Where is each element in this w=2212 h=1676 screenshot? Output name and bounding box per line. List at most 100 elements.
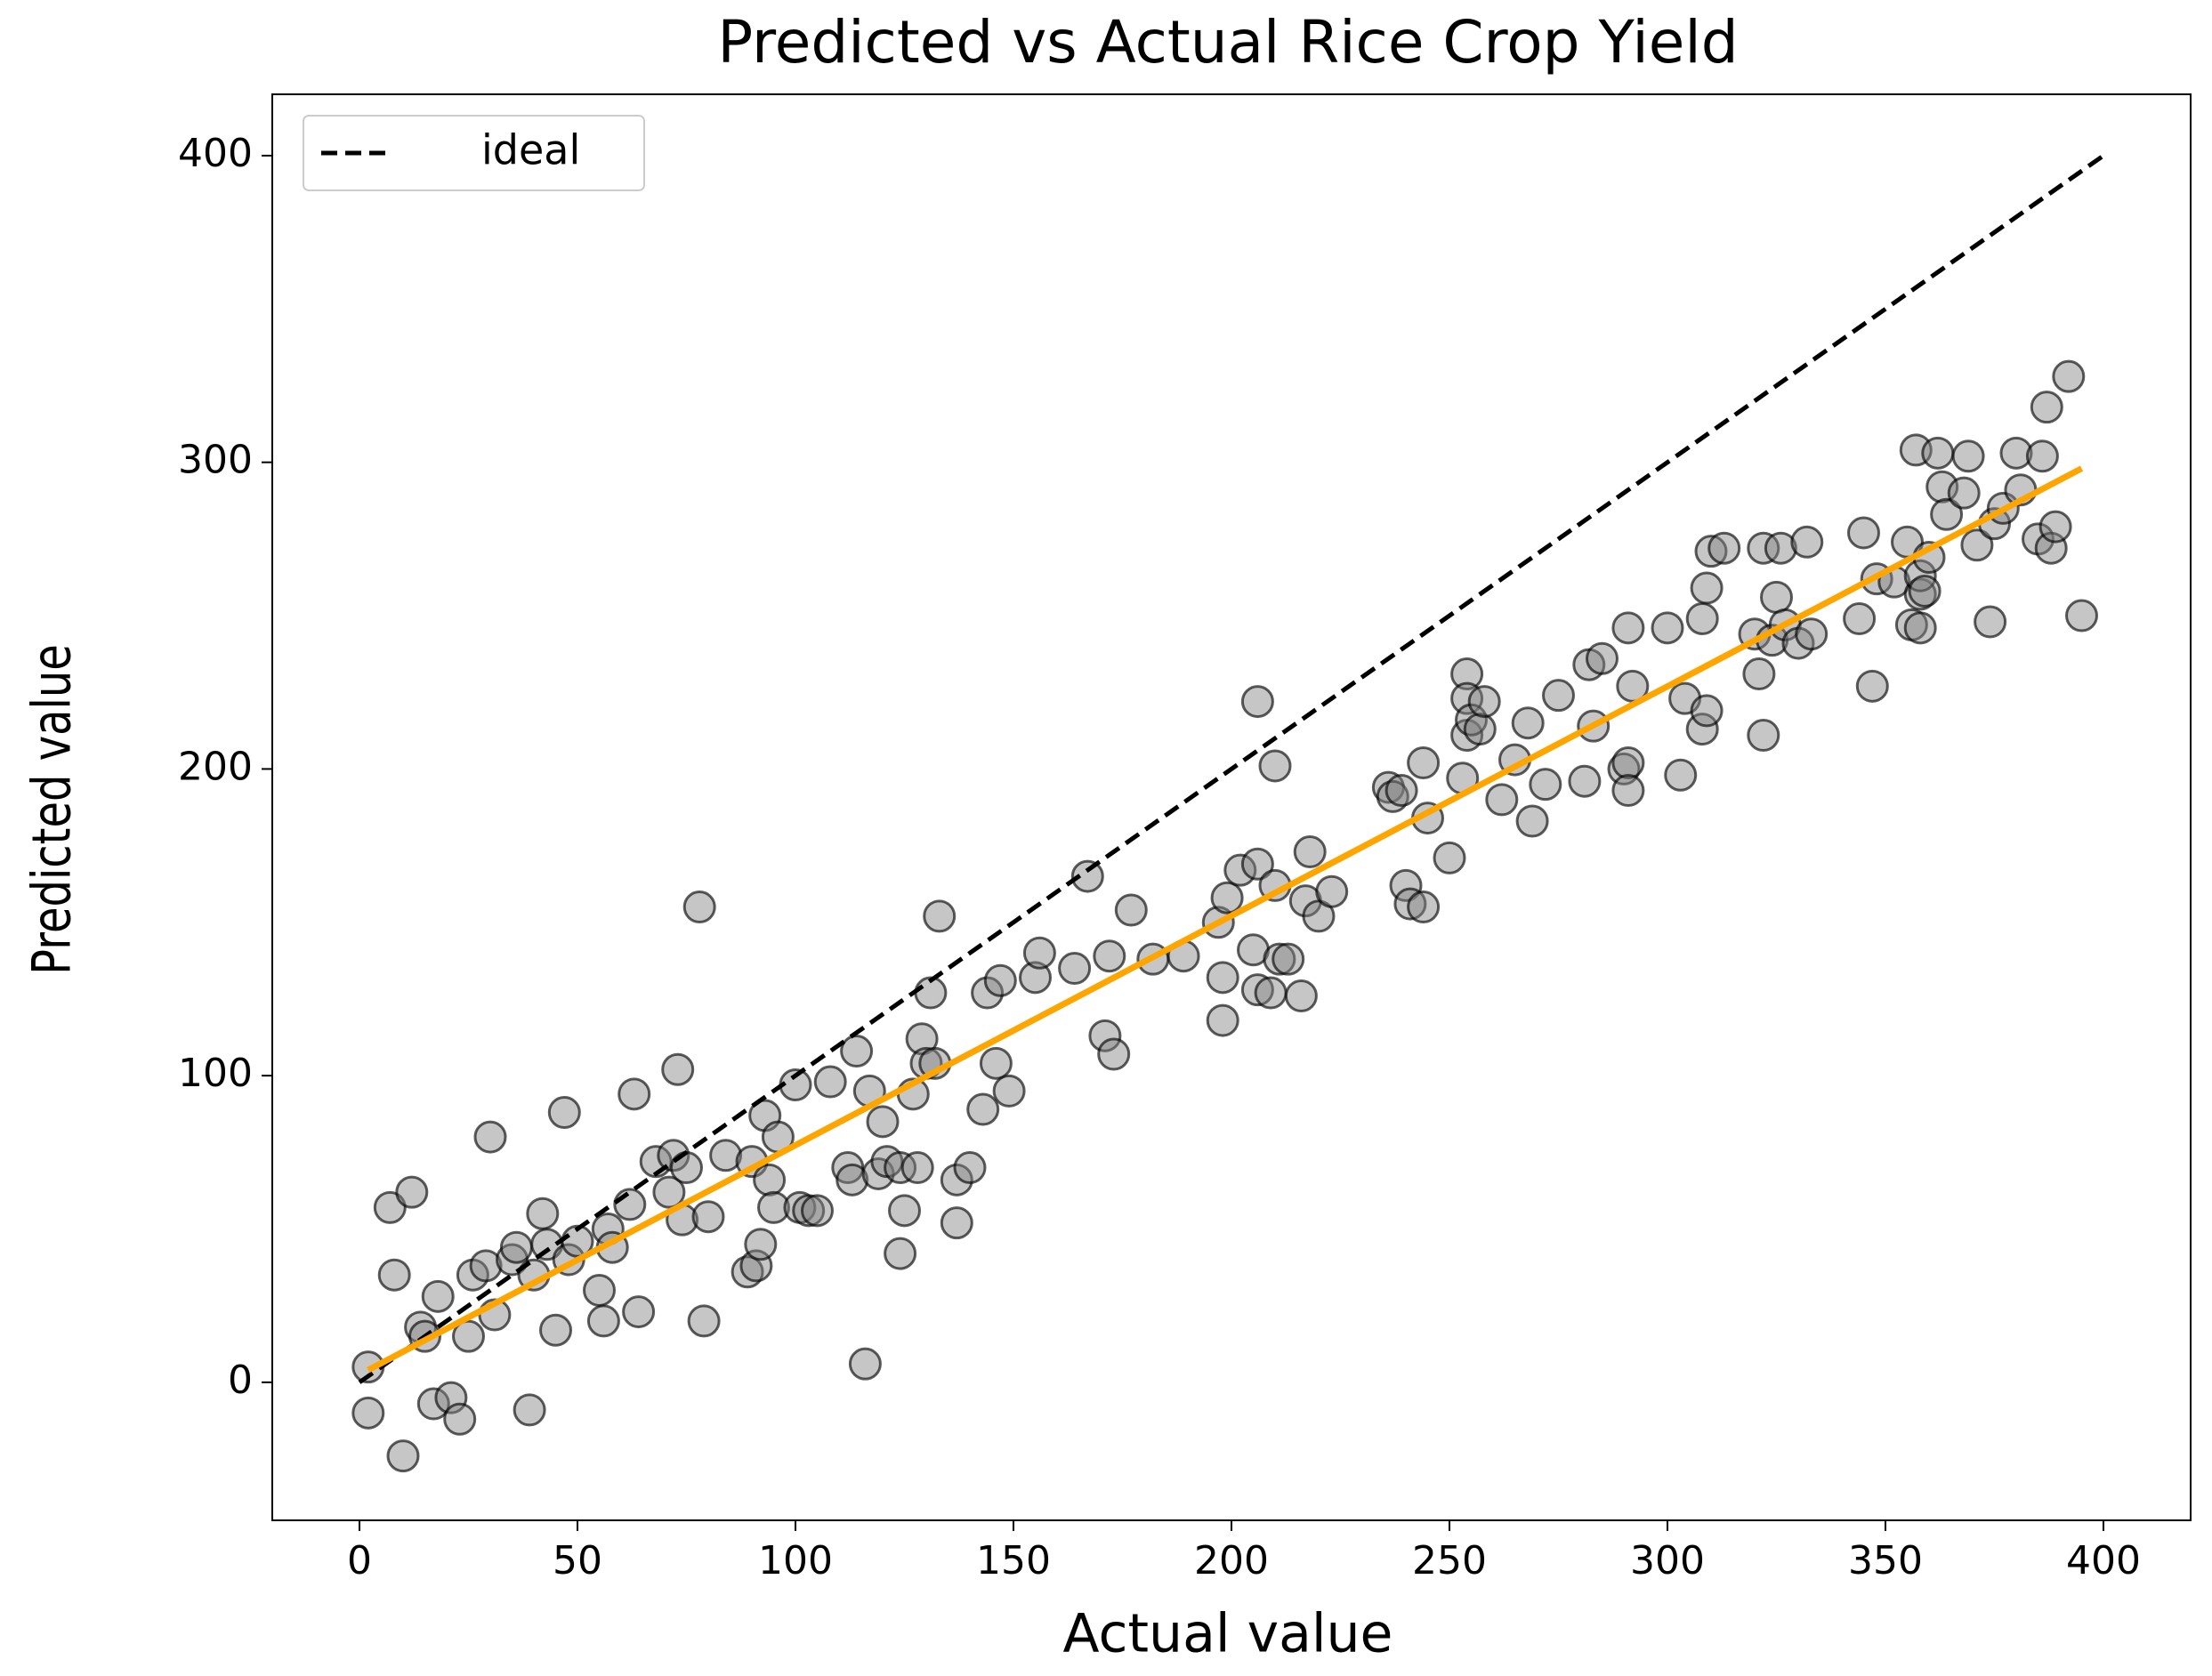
y-tick-label: 400 (178, 131, 253, 176)
scatter-point (469, 1249, 503, 1283)
scatter-point (1463, 713, 1497, 746)
scatter-point (1694, 535, 1728, 568)
scatter-point (1393, 887, 1427, 921)
scatter-point (1223, 853, 1257, 887)
scatter-point (1315, 874, 1349, 908)
scatter-point (1293, 834, 1327, 868)
scatter-point (1795, 617, 1829, 651)
scatter-point (2065, 599, 2098, 633)
scatter-point (657, 1139, 690, 1172)
scatter-point (1093, 939, 1126, 973)
scatter-point (836, 1163, 869, 1197)
scatter-point (1847, 516, 1880, 550)
scatter-point (1450, 657, 1484, 691)
scatter-point (421, 1279, 455, 1313)
scatter-point (526, 1197, 560, 1230)
y-tick-label: 200 (178, 744, 253, 789)
scatter-point (682, 890, 716, 924)
scatter-point (1568, 764, 1602, 798)
scatter-point (622, 1295, 656, 1329)
scatter-point (848, 1347, 882, 1381)
scatter-point (801, 1194, 834, 1228)
scatter-point (1908, 574, 1942, 608)
scatter-point (1960, 528, 1994, 562)
scatter-point (1210, 881, 1244, 915)
scatter-point (953, 1151, 987, 1185)
scatter-point (1999, 436, 2033, 470)
scatter-point (586, 1304, 620, 1338)
x-tick-label: 150 (976, 1538, 1051, 1583)
scatter-point (1254, 976, 1288, 1010)
scatter-point (1651, 611, 1684, 645)
scatter-point (395, 1175, 429, 1209)
scatter-point (888, 1194, 921, 1228)
scatter-point (1747, 531, 1780, 565)
scatter-point (753, 1163, 787, 1197)
scatter-point (547, 1096, 581, 1130)
scatter-point (744, 1228, 778, 1261)
x-tick-label: 400 (2066, 1538, 2141, 1583)
scatter-point (1529, 768, 1562, 802)
scatter-point (351, 1396, 385, 1430)
scatter-point (900, 1151, 934, 1185)
scatter-point (1019, 961, 1052, 995)
scatter-point (1485, 783, 1519, 817)
plot-frame (271, 93, 2192, 1521)
x-tick-label: 300 (1630, 1538, 1705, 1583)
x-tick-label: 50 (553, 1538, 602, 1583)
scatter-point (983, 963, 1017, 997)
scatter-point (1088, 1019, 1122, 1052)
scatter-point (1058, 951, 1092, 985)
scatter-point (687, 1304, 721, 1338)
legend-label: ideal (481, 126, 580, 174)
scatter-point (1843, 601, 1877, 635)
scatter-point (940, 1206, 973, 1240)
scatter-point (1921, 436, 1955, 470)
scatter-point (1240, 973, 1274, 1007)
scatter-point (1764, 531, 1797, 565)
scatter-point (1947, 476, 1981, 510)
scatter-point (1760, 580, 1793, 614)
scatter-point (613, 1188, 647, 1221)
scatter-point (1690, 571, 1724, 605)
scatter-point (1433, 841, 1466, 874)
scatter-point (499, 1230, 533, 1264)
scatter-point (1664, 758, 1698, 792)
scatter-point (2052, 359, 2086, 393)
legend-box (303, 115, 645, 191)
scatter-point (1790, 525, 1824, 559)
scatter-point (1240, 685, 1274, 719)
y-tick-label: 0 (228, 1358, 253, 1403)
scatter-point (1070, 859, 1104, 893)
scatter-point (473, 1120, 507, 1154)
plot-area (351, 153, 2105, 1473)
scatter-point (1586, 641, 1619, 675)
scatter-point (923, 899, 957, 933)
scatter-point (2025, 439, 2059, 473)
scatter-point (1515, 804, 1549, 838)
scatter-point (2038, 510, 2072, 544)
scatter-point (618, 1077, 651, 1111)
scatter-point (1707, 531, 1741, 565)
scatter-point (792, 1194, 826, 1228)
x-tick-label: 200 (1194, 1538, 1269, 1583)
scatter-point (709, 1139, 743, 1172)
scatter-point (1855, 669, 1889, 703)
scatter-point (1611, 611, 1645, 645)
scatter-point (1240, 847, 1274, 881)
scatter-point (452, 1319, 485, 1353)
scatter-point (1271, 942, 1305, 976)
scatter-point (443, 1402, 477, 1436)
scatter-point (757, 1190, 790, 1224)
scatter-point (1022, 936, 1056, 970)
scatter-point (1407, 746, 1441, 780)
scatter-point (1690, 694, 1724, 728)
scatter-point (1114, 893, 1148, 927)
scatter-point (1685, 601, 1719, 635)
scatter-point (1206, 961, 1239, 995)
scatter-point (940, 1163, 973, 1197)
scatter-point (416, 1387, 450, 1421)
x-tick-label: 100 (758, 1538, 833, 1583)
scatter-point (1611, 746, 1645, 780)
scatter-point (1467, 685, 1501, 719)
